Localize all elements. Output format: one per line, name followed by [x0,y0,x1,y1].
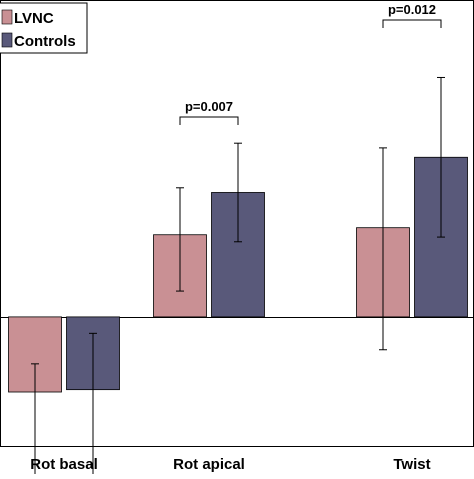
legend-swatch-controls [1,32,13,48]
legend-box [0,2,88,54]
legend-label-lvnc: LVNC [14,10,54,27]
x-tick-label-rot-basal: Rot basal [30,456,98,473]
significance-annotations: p=0.007 p=0.012 [179,2,442,125]
x-tick-label-twist: Twist [393,456,430,473]
x-tick-labels: Rot basal Rot apical Twist [30,456,430,473]
legend-swatch-lvnc [1,9,13,25]
legend: LVNC Controls [0,2,88,54]
legend-label-controls: Controls [14,33,76,50]
error-bars [31,76,445,479]
significance-bracket-twist [382,19,442,28]
p-value-label-rot-apical: p=0.007 [185,99,233,114]
x-tick-label-rot-apical: Rot apical [173,456,245,473]
p-value-label-twist: p=0.012 [388,2,436,17]
significance-bracket-rot-apical [179,116,239,125]
